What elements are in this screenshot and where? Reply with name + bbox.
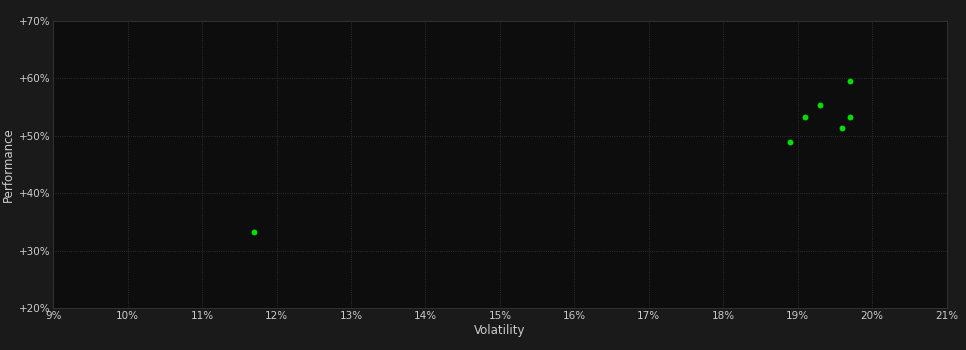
X-axis label: Volatility: Volatility <box>474 323 526 337</box>
Point <box>842 114 858 120</box>
Point <box>812 102 828 107</box>
Point <box>246 230 262 235</box>
Point <box>835 125 850 131</box>
Point <box>798 115 813 120</box>
Point <box>782 139 798 144</box>
Point <box>842 78 858 84</box>
Y-axis label: Performance: Performance <box>2 127 14 202</box>
